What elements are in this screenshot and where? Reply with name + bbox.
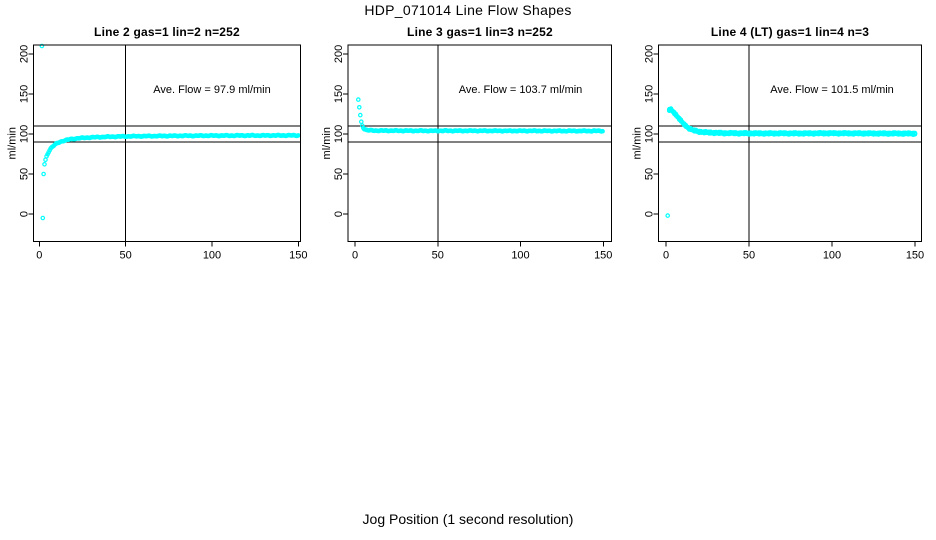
- panel-3: 0 50 100 150 0 50 100 150 200 ml/min Ave. Flow = 1…: [631, 44, 924, 262]
- panel-title-line-2: Line 2 gas=1 lin=2 n=252: [94, 25, 240, 39]
- panel-title-line-4: Line 4 (LT) gas=1 lin=4 n=3: [710, 25, 870, 39]
- y-axis-title: ml/min: [321, 127, 333, 159]
- svg-text:0: 0: [19, 211, 31, 217]
- svg-text:100: 100: [511, 250, 529, 262]
- panel-title-line-3: Line 3 gas=1 lin=3 n=252: [407, 25, 553, 39]
- axis-ticks: 0 50 100 150 0 50 100 150 200: [643, 45, 924, 262]
- figure-title: HDP_071014 Line Flow Shapes: [364, 2, 572, 18]
- svg-text:150: 150: [906, 250, 924, 262]
- svg-text:0: 0: [333, 211, 345, 217]
- svg-text:50: 50: [743, 250, 755, 262]
- svg-text:100: 100: [203, 250, 221, 262]
- x-axis-label: Jog Position (1 second resolution): [362, 511, 574, 527]
- axis-ticks: 0 50 100 150 0 50 100 150 200: [19, 45, 308, 262]
- svg-text:150: 150: [19, 85, 31, 103]
- svg-text:100: 100: [19, 125, 31, 143]
- panel-1: 0 50 100 150 0 50 100 150 200 ml/min Ave. Flow = 9…: [7, 43, 308, 262]
- y-axis-title: ml/min: [7, 127, 19, 159]
- svg-text:150: 150: [594, 250, 612, 262]
- svg-text:0: 0: [36, 250, 42, 262]
- data-points: [355, 97, 605, 134]
- ave-flow-annotation: Ave. Flow = 101.5 ml/min: [770, 84, 894, 96]
- svg-text:50: 50: [333, 168, 345, 180]
- svg-text:200: 200: [333, 45, 345, 63]
- axis-ticks: 0 50 100 150 0 50 100 150 200: [333, 45, 612, 262]
- svg-text:0: 0: [663, 250, 669, 262]
- svg-text:50: 50: [432, 250, 444, 262]
- svg-text:150: 150: [289, 250, 307, 262]
- panel-2: 0 50 100 150 0 50 100 150 200 ml/min Ave. Flow = 1…: [321, 44, 612, 262]
- svg-text:50: 50: [643, 168, 655, 180]
- svg-text:0: 0: [643, 211, 655, 217]
- svg-text:150: 150: [333, 85, 345, 103]
- svg-text:200: 200: [643, 45, 655, 63]
- data-points: [39, 43, 301, 221]
- svg-text:100: 100: [333, 125, 345, 143]
- data-points: [665, 106, 918, 218]
- svg-text:50: 50: [120, 250, 132, 262]
- svg-text:200: 200: [19, 45, 31, 63]
- y-axis-title: ml/min: [631, 127, 643, 159]
- svg-text:50: 50: [19, 168, 31, 180]
- ave-flow-annotation: Ave. Flow = 97.9 ml/min: [153, 84, 270, 96]
- svg-text:100: 100: [823, 250, 841, 262]
- ave-flow-annotation: Ave. Flow = 103.7 ml/min: [459, 84, 583, 96]
- svg-text:0: 0: [352, 250, 358, 262]
- svg-text:150: 150: [643, 85, 655, 103]
- svg-text:100: 100: [643, 125, 655, 143]
